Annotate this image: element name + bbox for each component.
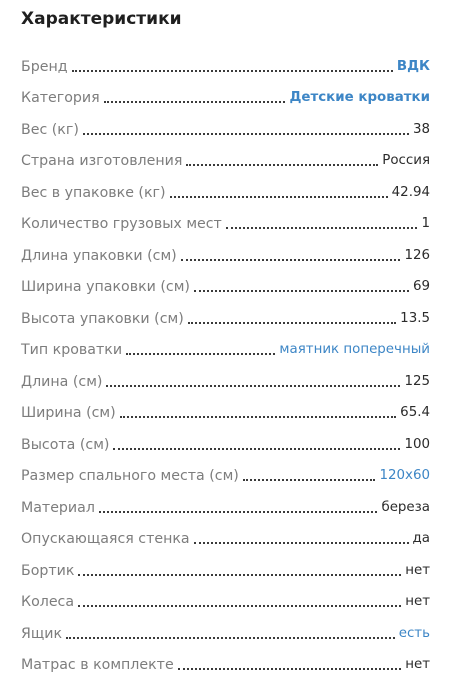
spec-label: Ширина упаковки (см) bbox=[21, 279, 190, 295]
dotted-leader bbox=[169, 195, 388, 198]
dotted-leader bbox=[225, 227, 418, 229]
dotted-leader bbox=[103, 101, 286, 103]
dotted-leader bbox=[242, 479, 376, 481]
spec-row: Страна изготовления Россия bbox=[21, 144, 430, 176]
spec-value: 13.5 bbox=[400, 310, 430, 326]
spec-value: 1 bbox=[421, 216, 430, 231]
spec-label: Вес (кг) bbox=[21, 121, 79, 138]
spec-row: Высота (см) 100 bbox=[21, 427, 430, 459]
section-title: Характеристики bbox=[21, 9, 182, 29]
spec-label: Высота упаковки (см) bbox=[21, 310, 184, 327]
dotted-leader bbox=[78, 573, 402, 576]
spec-value: да bbox=[412, 531, 430, 546]
dotted-leader bbox=[82, 132, 409, 135]
spec-label: Ширина (см) bbox=[21, 405, 116, 421]
dotted-leader bbox=[106, 384, 401, 387]
spec-row: Ширина (см) 65.4 bbox=[21, 396, 430, 428]
dotted-leader bbox=[71, 69, 393, 72]
spec-row: Длина (см) 125 bbox=[21, 364, 430, 396]
spec-row: Вес в упаковке (кг) 42.94 bbox=[21, 175, 430, 207]
spec-value: 69 bbox=[412, 279, 430, 294]
specs-list: Бренд ВДК Категория Детские кроватки Вес (кг… bbox=[21, 49, 430, 679]
spec-label: Опускающаяся стенка bbox=[21, 531, 190, 547]
spec-label: Тип кроватки bbox=[21, 342, 123, 358]
spec-row: Высота упаковки (см) 13.5 bbox=[21, 301, 430, 333]
spec-value: Россия bbox=[382, 153, 430, 168]
spec-value: нет bbox=[405, 594, 430, 609]
spec-label: Длина (см) bbox=[21, 373, 103, 390]
spec-value: нет bbox=[405, 657, 430, 672]
spec-value: 125 bbox=[404, 373, 430, 389]
spec-row: Матрас в комплекте нет bbox=[21, 648, 430, 680]
spec-row: Бренд ВДК bbox=[21, 49, 430, 81]
dotted-leader bbox=[193, 542, 409, 544]
spec-row: Ящик есть bbox=[21, 616, 430, 648]
spec-value-link[interactable]: есть bbox=[398, 625, 430, 641]
spec-label: Страна изготовления bbox=[21, 153, 183, 169]
spec-label: Длина упаковки (см) bbox=[21, 247, 177, 264]
spec-label: Высота (см) bbox=[21, 436, 110, 453]
spec-row: Бортик нет bbox=[21, 553, 430, 585]
spec-label: Вес в упаковке (кг) bbox=[21, 184, 166, 201]
dotted-leader bbox=[113, 447, 401, 450]
dotted-leader bbox=[180, 258, 401, 261]
spec-value: 100 bbox=[404, 436, 430, 452]
dotted-leader bbox=[78, 605, 402, 607]
spec-row: Тип кроватки маятник поперечный bbox=[21, 333, 430, 365]
dotted-leader bbox=[119, 416, 397, 418]
dotted-leader bbox=[187, 321, 397, 324]
dotted-leader bbox=[66, 636, 395, 639]
spec-value: 65.4 bbox=[400, 405, 430, 420]
spec-label: Категория bbox=[21, 90, 100, 106]
spec-label: Размер спального места (см) bbox=[21, 468, 239, 484]
spec-label: Количество грузовых мест bbox=[21, 216, 222, 232]
spec-value: 42.94 bbox=[391, 184, 430, 200]
spec-label: Матрас в комплекте bbox=[21, 657, 174, 673]
spec-label: Колеса bbox=[21, 594, 75, 610]
spec-row: Ширина упаковки (см) 69 bbox=[21, 270, 430, 302]
spec-label: Бортик bbox=[21, 562, 75, 579]
spec-row: Вес (кг) 38 bbox=[21, 112, 430, 144]
spec-row: Длина упаковки (см) 126 bbox=[21, 238, 430, 270]
dotted-leader bbox=[186, 164, 379, 166]
spec-value: 126 bbox=[404, 247, 430, 263]
spec-value-link[interactable]: Детские кроватки bbox=[289, 90, 430, 105]
spec-row: Колеса нет bbox=[21, 585, 430, 617]
spec-value: береза bbox=[381, 499, 430, 515]
dotted-leader bbox=[193, 290, 409, 292]
spec-label: Бренд bbox=[21, 58, 68, 75]
spec-label: Ящик bbox=[21, 625, 63, 642]
spec-value-link[interactable]: 120x60 bbox=[379, 468, 430, 483]
dotted-leader bbox=[177, 668, 402, 670]
spec-value-link[interactable]: ВДК bbox=[396, 58, 430, 74]
dotted-leader bbox=[98, 510, 378, 513]
spec-row: Размер спального места (см) 120x60 bbox=[21, 459, 430, 491]
spec-row: Категория Детские кроватки bbox=[21, 81, 430, 113]
spec-row: Количество грузовых мест 1 bbox=[21, 207, 430, 239]
spec-value: нет bbox=[405, 562, 430, 578]
spec-value: 38 bbox=[412, 121, 430, 137]
spec-label: Материал bbox=[21, 499, 95, 516]
spec-value-link[interactable]: маятник поперечный bbox=[279, 342, 430, 357]
spec-row: Материал береза bbox=[21, 490, 430, 522]
dotted-leader bbox=[126, 353, 276, 355]
spec-row: Опускающаяся стенка да bbox=[21, 522, 430, 554]
